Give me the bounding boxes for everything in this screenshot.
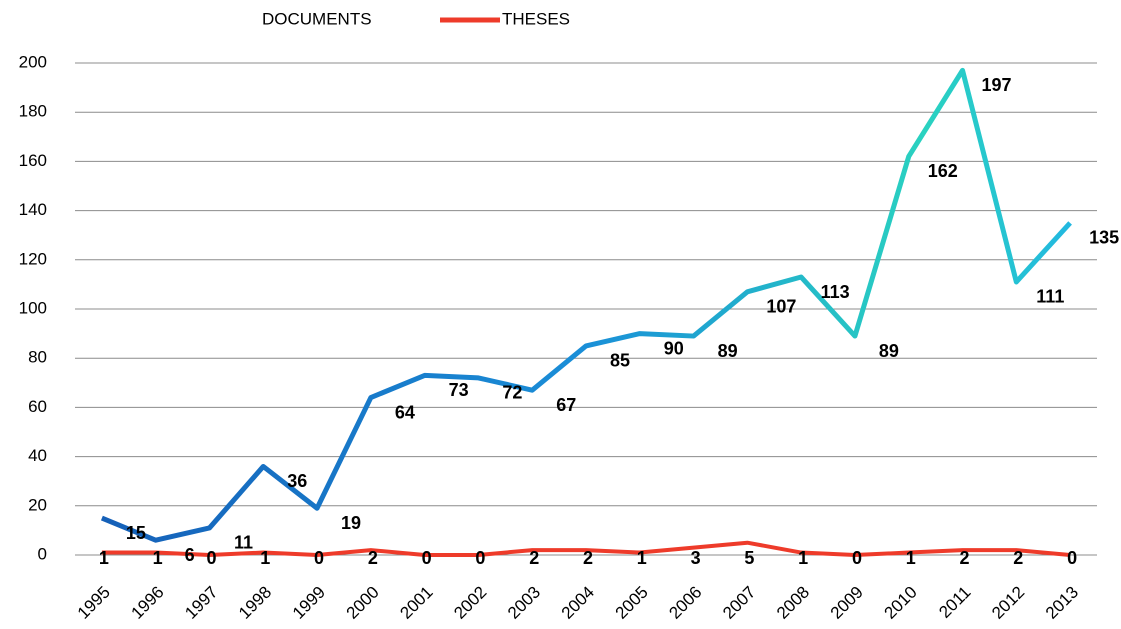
y-tick-label: 120 — [19, 249, 47, 268]
y-tick-label: 100 — [19, 298, 47, 317]
data-label: 11 — [234, 533, 253, 553]
x-tick-label: 1999 — [289, 583, 329, 623]
data-label: 197 — [982, 75, 1012, 95]
x-tick-label: 2001 — [396, 583, 436, 623]
data-label: 5 — [744, 548, 754, 568]
x-tick-label: 2005 — [612, 583, 652, 623]
data-label: 0 — [1067, 548, 1077, 568]
data-label: 0 — [475, 548, 485, 568]
data-label: 85 — [610, 351, 630, 371]
y-tick-label: 20 — [28, 495, 47, 514]
data-label: 64 — [395, 402, 415, 422]
x-tick-label: 1997 — [181, 583, 221, 623]
data-label: 67 — [556, 395, 576, 415]
data-label: 6 — [185, 545, 195, 565]
x-tick-label: 1998 — [235, 583, 275, 623]
x-tick-label: 2003 — [504, 583, 544, 623]
data-label: 90 — [664, 338, 684, 358]
data-label: 1 — [153, 548, 163, 568]
x-tick-label: 2004 — [558, 583, 598, 623]
y-tick-label: 200 — [19, 52, 47, 71]
data-label: 36 — [287, 471, 307, 491]
data-label: 89 — [718, 341, 738, 361]
data-label: 0 — [422, 548, 432, 568]
x-tick-label: 2008 — [773, 583, 813, 623]
data-label: 2 — [960, 548, 970, 568]
data-label: 15 — [126, 523, 146, 543]
x-tick-label: 1995 — [74, 583, 114, 623]
x-tick-label: 2012 — [988, 583, 1028, 623]
y-tick-label: 140 — [19, 200, 47, 219]
x-tick-label: 2002 — [450, 583, 490, 623]
data-label: 1 — [906, 548, 916, 568]
data-label: 89 — [879, 341, 899, 361]
y-tick-label: 60 — [28, 397, 47, 416]
x-tick-label: 2010 — [881, 583, 921, 623]
x-tick-label: 2011 — [935, 583, 974, 622]
x-tick-label: 2007 — [719, 583, 759, 623]
data-label: 107 — [766, 297, 796, 317]
legend-label: DOCUMENTS — [262, 9, 372, 28]
data-label: 2 — [1013, 548, 1023, 568]
data-label: 135 — [1089, 228, 1119, 248]
data-label: 73 — [449, 380, 469, 400]
data-label: 0 — [206, 548, 216, 568]
x-tick-label: 2000 — [343, 583, 383, 623]
data-label: 2 — [529, 548, 539, 568]
x-tick-label: 2009 — [827, 583, 867, 623]
x-tick-label: 2013 — [1042, 583, 1082, 623]
y-tick-label: 40 — [28, 446, 47, 465]
data-label: 1 — [99, 548, 109, 568]
y-tick-label: 160 — [19, 151, 47, 170]
data-label: 72 — [502, 383, 522, 403]
data-label: 1 — [260, 548, 270, 568]
y-tick-label: 0 — [38, 544, 47, 563]
data-label: 19 — [341, 513, 361, 533]
data-label: 2 — [583, 548, 593, 568]
y-tick-label: 80 — [28, 348, 47, 367]
x-tick-label: 1996 — [128, 583, 168, 623]
data-label: 0 — [314, 548, 324, 568]
legend-label: THESES — [502, 9, 570, 28]
data-label: 0 — [852, 548, 862, 568]
data-label: 111 — [1036, 287, 1064, 307]
data-label: 1 — [637, 548, 647, 568]
series-line — [101, 540, 1071, 557]
data-label: 2 — [368, 548, 378, 568]
y-tick-label: 180 — [19, 102, 47, 121]
data-label: 1 — [798, 548, 808, 568]
x-tick-label: 2006 — [665, 583, 705, 623]
data-label: 162 — [928, 161, 958, 181]
data-label: 3 — [691, 548, 701, 568]
data-label: 113 — [821, 282, 850, 302]
series-line — [100, 67, 1072, 543]
